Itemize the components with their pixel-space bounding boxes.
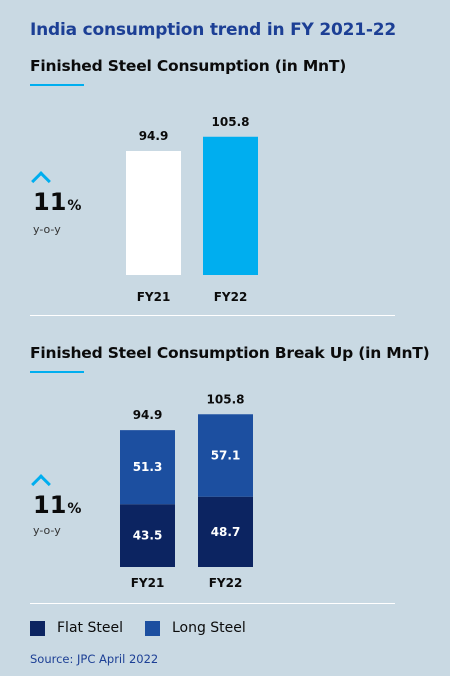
legend: Flat Steel Long Steel	[30, 620, 268, 636]
bar-value-fy21: 94.9	[139, 129, 169, 143]
segment-value-flat-steel-fy22: 48.7	[211, 525, 241, 539]
chart2-title: Finished Steel Consumption Break Up (in …	[30, 344, 430, 362]
x-tick-stacked-fy21: FY21	[131, 576, 165, 590]
chart1-title: Finished Steel Consumption (in MnT)	[30, 57, 347, 75]
segment-value-long-steel-fy22: 57.1	[211, 448, 241, 462]
bar-fy22	[203, 136, 258, 275]
segment-value-long-steel-fy21: 51.3	[133, 460, 163, 474]
legend-label-flat-steel: Flat Steel	[57, 620, 123, 636]
x-tick-fy22: FY22	[214, 290, 248, 304]
chart2-growth: 11%	[33, 491, 81, 519]
bar-segment-long-steel-fy21	[120, 430, 175, 505]
chart1-title-underline	[30, 84, 84, 86]
legend-item-long-steel: Long Steel	[144, 620, 246, 636]
bar-fy21	[126, 151, 181, 275]
legend-swatch-long-steel	[144, 620, 160, 636]
stack-total-fy21: 94.9	[133, 408, 163, 422]
bar-segment-flat-steel-fy21	[120, 504, 175, 567]
legend-divider	[30, 603, 395, 604]
source-note: Source: JPC April 2022	[30, 652, 159, 666]
bar-value-fy22: 105.8	[212, 115, 250, 129]
chart1-growth-value: 11	[33, 188, 67, 216]
chart1-growth-unit: %	[67, 198, 82, 214]
chart1-growth: 11%	[33, 188, 81, 216]
bar-segment-long-steel-fy22	[198, 414, 253, 497]
x-tick-fy21: FY21	[137, 290, 171, 304]
segment-value-flat-steel-fy21: 43.5	[133, 529, 163, 543]
chart2-growth-unit: %	[67, 501, 82, 517]
x-tick-stacked-fy22: FY22	[209, 576, 243, 590]
legend-item-flat-steel: Flat Steel	[30, 620, 123, 636]
page-title: India consumption trend in FY 2021-22	[30, 20, 396, 40]
legend-label-long-steel: Long Steel	[171, 620, 246, 636]
chart2-growth-value: 11	[33, 491, 67, 519]
chart2-title-underline	[30, 371, 84, 373]
chart2-growth-label: y-o-y	[33, 524, 61, 537]
legend-swatch-flat-steel	[30, 620, 45, 636]
section-divider	[30, 315, 395, 316]
bar-segment-flat-steel-fy22	[198, 496, 253, 567]
chart1-growth-label: y-o-y	[33, 223, 61, 236]
stack-total-fy22: 105.8	[207, 392, 245, 406]
